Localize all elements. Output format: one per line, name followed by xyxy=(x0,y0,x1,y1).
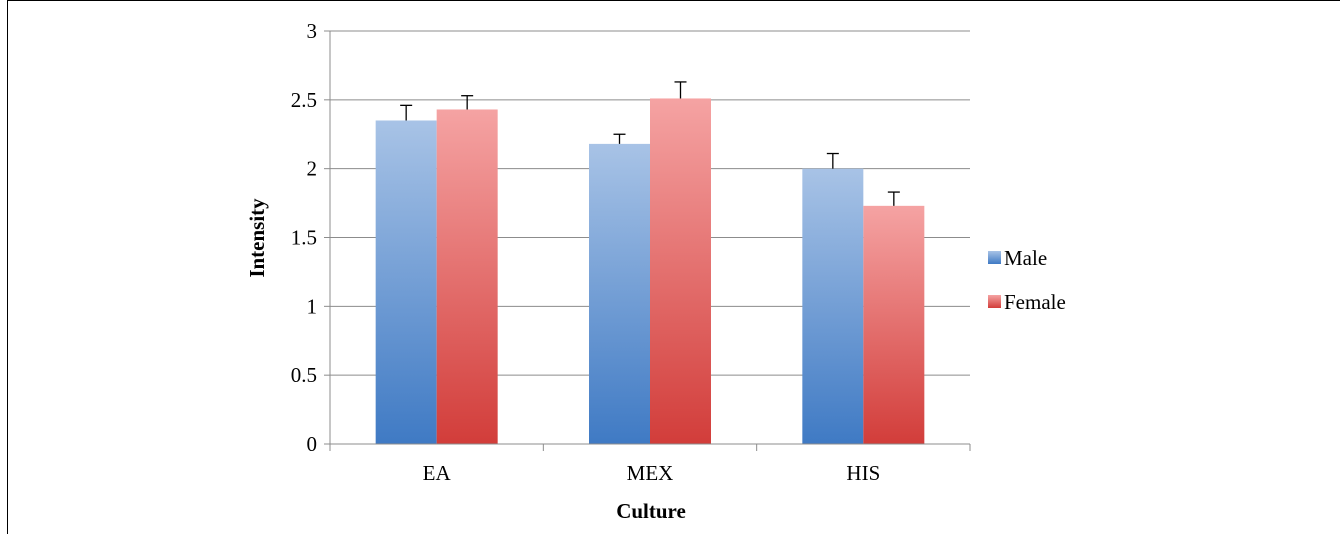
legend-swatch-female xyxy=(988,295,1001,308)
y-tick-label: 2 xyxy=(307,157,318,181)
x-tick-label: HIS xyxy=(846,461,880,485)
error-bar-male-his xyxy=(826,152,839,169)
legend-label-male: Male xyxy=(1004,246,1047,270)
legend-label-female: Female xyxy=(1004,290,1066,314)
bar-male-ea xyxy=(375,120,437,444)
error-bar-male-ea xyxy=(400,104,413,121)
chart-frame-top xyxy=(7,0,1340,1)
y-tick-label: 3 xyxy=(307,19,318,43)
error-bars-group xyxy=(400,81,900,206)
bar-female-his xyxy=(863,205,925,444)
x-tick-label: EA xyxy=(423,461,452,485)
error-bar-female-ea xyxy=(461,95,474,110)
chart-frame xyxy=(7,0,1340,534)
y-tick-label: 1 xyxy=(307,294,318,318)
error-bar-female-his xyxy=(887,191,900,206)
legend-swatch-male xyxy=(988,251,1001,264)
x-axis-title: Culture xyxy=(616,499,686,523)
error-bar-male-mex xyxy=(613,133,626,144)
x-tick-label: MEX xyxy=(627,461,674,485)
legend: Male Female xyxy=(988,246,1066,314)
y-tick-label: 1.5 xyxy=(291,226,317,250)
error-bar-female-mex xyxy=(674,81,687,99)
y-tick-labels: 0 0.5 1 1.5 2 2.5 3 xyxy=(291,19,317,456)
bar-male-his xyxy=(802,168,864,444)
axes-group xyxy=(329,31,971,451)
bars-group xyxy=(375,98,925,445)
y-tick-label: 2.5 xyxy=(291,88,317,112)
y-tick-label: 0 xyxy=(307,432,318,456)
y-tick-label: 0.5 xyxy=(291,363,317,387)
bar-female-ea xyxy=(436,109,498,444)
bar-male-mex xyxy=(589,143,650,445)
x-tick-labels: EA MEX HIS xyxy=(423,461,881,485)
y-axis-title: Intensity xyxy=(245,198,269,278)
bar-female-mex xyxy=(650,98,711,444)
